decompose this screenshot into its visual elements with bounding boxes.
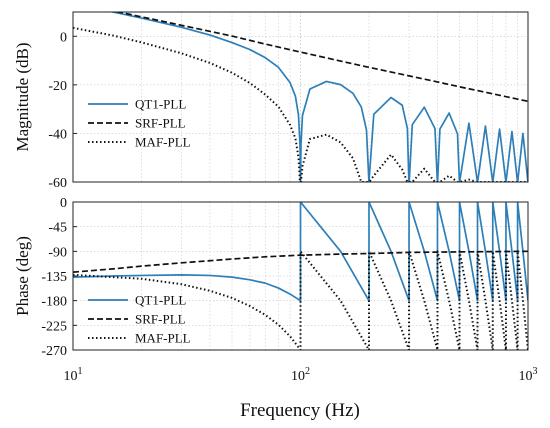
magnitude-series-srf-pll-line	[114, 12, 528, 103]
phase-legend-label-qt1-pll: QT1-PLL	[135, 293, 186, 308]
magnitude-legend-label-maf-pll: MAF-PLL	[135, 135, 191, 150]
magnitude-y-tick-label: 0	[60, 30, 67, 45]
magnitude-plot-frame	[72, 11, 529, 183]
phase-y-tick-label: -270	[41, 344, 67, 359]
phase-legend-label-maf-pll: MAF-PLL	[135, 331, 191, 346]
magnitude-y-tick-label: -60	[48, 176, 67, 191]
phase-y-tick-label: -90	[48, 245, 67, 260]
phase-y-tick-label: -180	[41, 295, 67, 310]
frequency-x-axis-label: Frequency (Hz)	[240, 400, 360, 421]
magnitude-legend: QT1-PLL SRF-PLL MAF-PLL	[88, 97, 191, 150]
phase-legend: QT1-PLL SRF-PLL MAF-PLL	[88, 293, 191, 346]
magnitude-y-axis-label: Magnitude (dB)	[13, 42, 32, 151]
phase-x-ticks: 101 102 103	[64, 366, 538, 384]
phase-y-tick-label: -135	[41, 270, 67, 285]
phase-x-tick-label: 102	[291, 366, 310, 384]
phase-legend-label-srf-pll: SRF-PLL	[135, 312, 186, 327]
phase-y-axis-label: Phase (deg)	[13, 236, 32, 316]
phase-series-maf-pll-line	[73, 250, 528, 350]
phase-y-tick-label: 0	[60, 196, 67, 211]
magnitude-legend-label-srf-pll: SRF-PLL	[135, 116, 186, 131]
magnitude-series-group	[73, 12, 528, 182]
phase-y-ticks: 0 -45 -90 -135 -180 -225 -270	[41, 196, 77, 359]
magnitude-y-tick-label: -40	[48, 127, 67, 142]
phase-series-qt1-pll-line	[73, 202, 528, 302]
magnitude-series-qt1-pll-line	[109, 12, 528, 182]
phase-series-group	[73, 202, 528, 350]
phase-x-tick-label: 103	[519, 366, 538, 384]
magnitude-y-ticks: 0 -20 -40 -60	[48, 30, 77, 191]
phase-y-tick-label: -45	[48, 221, 67, 236]
phase-x-tick-label: 101	[64, 366, 83, 384]
phase-y-tick-label: -225	[41, 319, 67, 334]
magnitude-panel: 0 -20 -40 -60 Magnitude (dB) QT1-PLL SRF-PLL…	[13, 11, 529, 191]
phase-panel: 0 -45 -90 -135 -180 -225 -270 101 102 103 Phase …	[13, 196, 538, 384]
magnitude-y-tick-label: -20	[48, 79, 67, 94]
magnitude-legend-label-qt1-pll: QT1-PLL	[135, 97, 186, 112]
